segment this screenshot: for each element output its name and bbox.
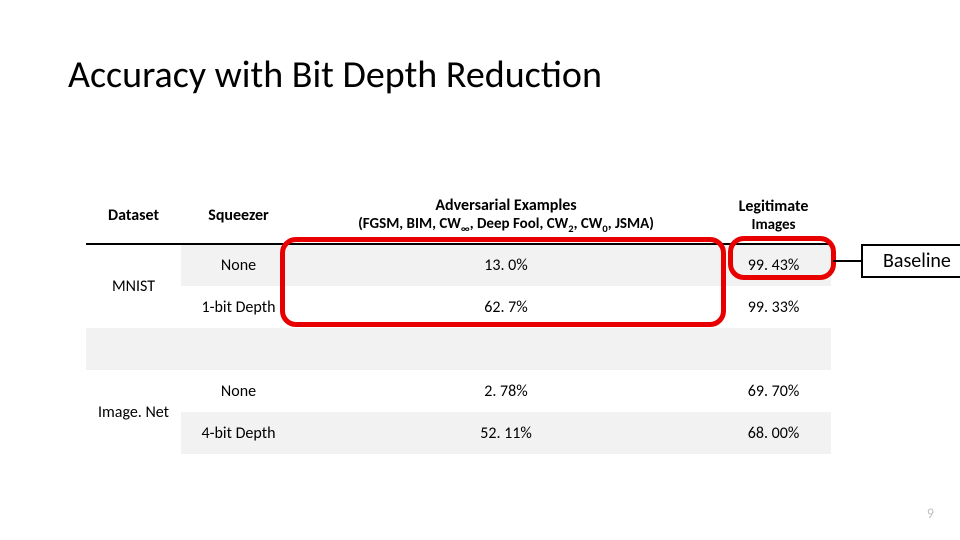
baseline-callout: Baseline bbox=[833, 244, 960, 278]
page-number: 9 bbox=[927, 505, 934, 522]
col-header-dataset: Dataset bbox=[86, 190, 181, 244]
cell-squeezer: None bbox=[181, 370, 296, 412]
cell-squeezer: None bbox=[181, 244, 296, 286]
cell-adv: 2. 78% bbox=[296, 370, 716, 412]
dataset-label: Image. Net bbox=[86, 370, 181, 454]
legit-header-line2: Images bbox=[720, 216, 827, 234]
col-header-squeezer: Squeezer bbox=[181, 190, 296, 244]
table-spacer-row bbox=[86, 328, 831, 370]
cell-legit: 68. 00% bbox=[716, 412, 831, 454]
adv-header-line1: Adversarial Examples bbox=[435, 196, 576, 215]
col-header-legitimate: Legitimate Images bbox=[716, 190, 831, 244]
slide-title: Accuracy with Bit Depth Reduction bbox=[68, 52, 602, 98]
table-row: 1-bit Depth 62. 7% 99. 33% bbox=[86, 286, 831, 328]
col-header-adversarial: Adversarial Examples (FGSM, BIM, CW∞, De… bbox=[296, 190, 716, 244]
slide-root: Accuracy with Bit Depth Reduction Datase… bbox=[0, 0, 960, 540]
cell-legit: 99. 33% bbox=[716, 286, 831, 328]
cell-adv: 62. 7% bbox=[296, 286, 716, 328]
adv-header-line2: (FGSM, BIM, CW∞, Deep Fool, CW2, CW0, JS… bbox=[300, 215, 712, 235]
cell-squeezer: 1-bit Depth bbox=[181, 286, 296, 328]
cell-adv: 13. 0% bbox=[296, 244, 716, 286]
legit-header-line1: Legitimate bbox=[739, 197, 809, 216]
accuracy-table-container: Dataset Squeezer Adversarial Examples (F… bbox=[86, 190, 831, 454]
cell-adv: 52. 11% bbox=[296, 412, 716, 454]
table-header-row: Dataset Squeezer Adversarial Examples (F… bbox=[86, 190, 831, 244]
callout-connector-line bbox=[833, 260, 861, 262]
cell-squeezer: 4-bit Depth bbox=[181, 412, 296, 454]
cell-legit: 69. 70% bbox=[716, 370, 831, 412]
table-row: MNIST None 13. 0% 99. 43% bbox=[86, 244, 831, 286]
cell-legit: 99. 43% bbox=[716, 244, 831, 286]
table-row: 4-bit Depth 52. 11% 68. 00% bbox=[86, 412, 831, 454]
table-row: Image. Net None 2. 78% 69. 70% bbox=[86, 370, 831, 412]
callout-label: Baseline bbox=[861, 244, 960, 278]
dataset-label: MNIST bbox=[86, 244, 181, 328]
accuracy-table: Dataset Squeezer Adversarial Examples (F… bbox=[86, 190, 831, 454]
